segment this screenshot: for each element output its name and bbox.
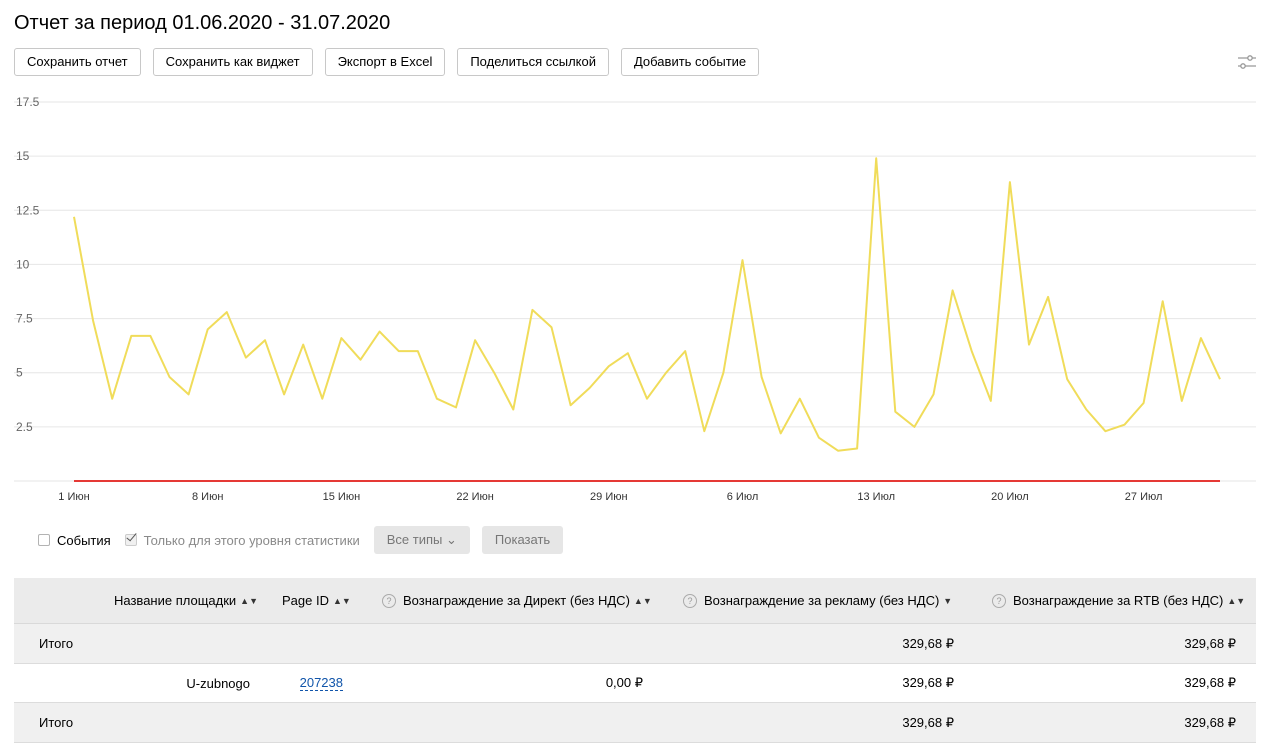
x-tick-label: 1 Июн (58, 491, 89, 503)
total-label: Итого (39, 715, 74, 730)
col-site-name-label: Название площадки (114, 593, 237, 608)
col-ad-reward-label: Вознаграждение за рекламу (без НДС) (704, 593, 940, 608)
y-tick-label: 2.5 (16, 420, 33, 434)
all-types-dropdown[interactable]: Все типы ⌄ (373, 526, 470, 554)
total-ad-reward: 329,68 ₽ (902, 635, 954, 651)
events-checkbox[interactable] (38, 534, 50, 546)
col-page-id-label: Page ID (282, 593, 329, 608)
y-tick-label: 7.5 (16, 312, 33, 326)
only-level-checkbox[interactable] (124, 534, 137, 546)
site-name: U-zubnogo (186, 675, 250, 691)
help-icon[interactable]: ? (382, 593, 396, 608)
total-rtb-reward: 329,68 ₽ (1184, 714, 1236, 730)
toolbar: Сохранить отчет Сохранить как виджет Экс… (14, 48, 771, 76)
table-header: Название площадки ▲▼ Page ID ▲▼ ? Вознаграж… (14, 578, 1256, 624)
rtb-reward: 329,68 ₽ (1184, 675, 1236, 690)
col-page-id[interactable]: Page ID ▲▼ (282, 578, 351, 623)
table-total-row: Итого 329,68 ₽ 329,68 ₽ (14, 624, 1256, 664)
sliders-icon[interactable] (1238, 54, 1256, 70)
line-chart: 17.5 15 12.5 10 7.5 5 2.5 1 Июн 8 Июн 15 Июн 22 Ию… (14, 95, 1256, 503)
sort-icon: ▲▼ (332, 595, 351, 606)
save-widget-button[interactable]: Сохранить как виджет (152, 48, 313, 76)
x-tick-label: 20 Июл (991, 491, 1029, 503)
total-rtb-reward: 329,68 ₽ (1184, 635, 1236, 651)
y-tick-label: 17.5 (16, 95, 40, 109)
save-report-button[interactable]: Сохранить отчет (14, 48, 141, 76)
col-rtb-reward[interactable]: ? Вознаграждение за RTB (без НДС) ▲▼ (992, 578, 1245, 623)
y-tick-label: 10 (16, 257, 30, 271)
page-id-link[interactable]: 207238 (299, 674, 343, 691)
sort-icon: ▲▼ (1227, 595, 1246, 606)
col-direct-reward[interactable]: ? Вознаграждение за Директ (без НДС) ▲▼ (382, 578, 652, 623)
col-site-name[interactable]: Название площадки ▲▼ (114, 578, 258, 623)
table-row: U-zubnogo 207238 0,00 ₽ 329,68 ₽ 329,68 … (14, 664, 1256, 703)
only-level-label: Только для этого уровня статистики (143, 532, 360, 548)
y-tick-label: 15 (16, 149, 30, 163)
direct-reward: 0,00 ₽ (605, 675, 643, 690)
chevron-down-icon: ⌄ (446, 532, 457, 547)
sort-desc-icon: ▼ (943, 595, 953, 606)
events-label: События (57, 532, 111, 548)
total-ad-reward: 329,68 ₽ (902, 714, 954, 730)
y-tick-label: 12.5 (16, 203, 40, 217)
export-excel-button[interactable]: Экспорт в Excel (324, 48, 446, 76)
col-direct-reward-label: Вознаграждение за Директ (без НДС) (403, 593, 630, 608)
stats-table: Название площадки ▲▼ Page ID ▲▼ ? Вознаграж… (14, 578, 1256, 743)
show-button[interactable]: Показать (481, 526, 564, 554)
series-line-0 (73, 157, 1221, 452)
col-ad-reward[interactable]: ? Вознаграждение за рекламу (без НДС) ▼ (683, 578, 952, 623)
x-tick-label: 29 Июн (590, 491, 628, 503)
help-icon[interactable]: ? (992, 593, 1006, 608)
total-label: Итого (39, 636, 74, 651)
add-event-button[interactable]: Добавить событие (620, 48, 760, 76)
x-tick-label: 22 Июн (456, 491, 494, 503)
sort-icon: ▲▼ (240, 595, 258, 606)
sort-icon: ▲▼ (633, 595, 652, 606)
page-title: Отчет за период 01.06.2020 - 31.07.2020 (14, 12, 391, 34)
col-rtb-reward-label: Вознаграждение за RTB (без НДС) (1013, 593, 1224, 608)
x-tick-label: 15 Июн (323, 491, 361, 503)
x-tick-label: 13 Июл (857, 491, 895, 503)
x-tick-label: 27 Июл (1125, 491, 1163, 503)
x-tick-label: 8 Июн (192, 491, 223, 503)
table-total-row: Итого 329,68 ₽ 329,68 ₽ (14, 703, 1256, 743)
x-tick-label: 6 Июл (727, 491, 759, 503)
ad-reward: 329,68 ₽ (902, 675, 954, 690)
all-types-label: Все типы (386, 532, 443, 547)
chart-controls: События Только для этого уровня статисти… (38, 526, 575, 554)
page-id-link-wrap: 207238 (299, 664, 343, 702)
share-link-button[interactable]: Поделиться ссылкой (457, 48, 609, 76)
y-tick-label: 5 (16, 366, 23, 380)
help-icon[interactable]: ? (683, 593, 697, 608)
